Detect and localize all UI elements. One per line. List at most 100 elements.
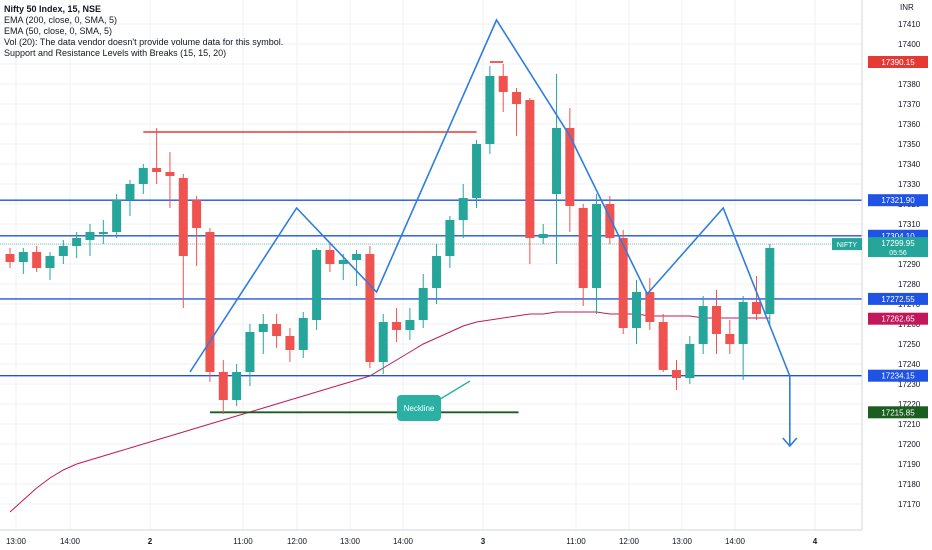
symbol-tag: NIFTY bbox=[837, 242, 858, 249]
level-price-tag: 17304.10 bbox=[881, 232, 915, 241]
time-tick-label: 2 bbox=[148, 537, 153, 546]
ema-price-tag-bg bbox=[868, 312, 928, 325]
candle-body bbox=[5, 254, 15, 262]
last-price-tag-bg bbox=[868, 237, 928, 258]
candle-body bbox=[165, 172, 175, 176]
candle-body bbox=[538, 234, 548, 238]
indicator-ema50[interactable]: EMA (50, close, 0, SMA, 5) bbox=[4, 26, 113, 36]
support-price-tag: 17215.85 bbox=[881, 408, 915, 417]
neckline-callout bbox=[397, 395, 441, 421]
time-tick-label: 3 bbox=[481, 537, 486, 546]
candle-body bbox=[725, 334, 735, 344]
price-tick-label: 17410 bbox=[898, 20, 921, 29]
price-tick-label: 17220 bbox=[898, 400, 921, 409]
price-tick-label: 17230 bbox=[898, 380, 921, 389]
candle-body bbox=[152, 168, 162, 172]
candles bbox=[5, 64, 775, 414]
price-tick-label: 17180 bbox=[898, 480, 921, 489]
price-tick-label: 17170 bbox=[898, 500, 921, 509]
resistance-price-tag-bg bbox=[868, 56, 928, 68]
level-price-tag-bg bbox=[868, 369, 928, 382]
candle-body bbox=[205, 232, 215, 372]
price-tick-label: 17290 bbox=[898, 260, 921, 269]
price-tick-label: 17340 bbox=[898, 160, 921, 169]
candle-body bbox=[418, 288, 428, 320]
time-tick-label: 13:00 bbox=[6, 537, 27, 546]
candle-body bbox=[125, 184, 135, 200]
candle-body bbox=[578, 208, 588, 288]
price-tick-label: 17210 bbox=[898, 420, 921, 429]
candle-body bbox=[592, 204, 602, 288]
candle-body bbox=[85, 232, 95, 240]
candle-body bbox=[378, 322, 388, 362]
candle-body bbox=[711, 306, 721, 334]
symbol-title[interactable]: Nifty 50 Index, 15, NSE bbox=[4, 4, 102, 14]
price-tick-label: 17190 bbox=[898, 460, 921, 469]
candle-body bbox=[325, 250, 335, 264]
candle-body bbox=[312, 250, 322, 320]
level-price-tag: 17234.15 bbox=[881, 372, 915, 381]
time-tick-label: 13:00 bbox=[340, 537, 361, 546]
indicator-ema200[interactable]: EMA (200, close, 0, SMA, 5) bbox=[4, 15, 118, 25]
candle-body bbox=[272, 324, 282, 336]
candle-body bbox=[512, 92, 522, 104]
time-tick-label: 14:00 bbox=[725, 537, 746, 546]
last-price-tag: 17299.95 bbox=[881, 239, 915, 248]
price-tick-label: 17370 bbox=[898, 100, 921, 109]
countdown-label: 05:56 bbox=[889, 250, 907, 257]
candle-body bbox=[218, 372, 228, 400]
price-tick-label: 17280 bbox=[898, 280, 921, 289]
price-tick-label: 17400 bbox=[898, 40, 921, 49]
time-tick-label: 4 bbox=[813, 537, 818, 546]
price-tick-label: 17200 bbox=[898, 440, 921, 449]
time-axis[interactable]: 13:00 14:00 2 11:00 12:00 13:00 14:00 3 11:00 12:… bbox=[0, 529, 862, 546]
pattern-path bbox=[189, 18, 791, 446]
currency-label: INR bbox=[900, 3, 914, 12]
candle-body bbox=[458, 198, 468, 220]
candle-body bbox=[751, 302, 761, 314]
ema-line bbox=[9, 311, 770, 513]
price-axis[interactable]: 17170 17180 17190 17200 17210 17220 17230 17240… bbox=[832, 0, 932, 550]
indicator-sr-levels[interactable]: Support and Resistance Levels with Break… bbox=[4, 48, 227, 58]
candle-body bbox=[338, 260, 348, 264]
candle-body bbox=[645, 292, 655, 322]
indicator-volume[interactable]: Vol (20): The data vendor doesn't provid… bbox=[4, 37, 284, 47]
level-price-tag: 17321.90 bbox=[881, 196, 915, 205]
price-axis-bg bbox=[862, 0, 932, 550]
callout-pointer bbox=[436, 380, 471, 402]
level-price-tag: 17272.55 bbox=[881, 295, 915, 304]
candle-body bbox=[618, 238, 628, 328]
neckline-label: Neckline bbox=[404, 404, 435, 413]
time-tick-label: 11:00 bbox=[233, 537, 253, 546]
ema-price-tag: 17262.65 bbox=[881, 315, 915, 324]
candle-body bbox=[552, 128, 562, 194]
time-tick-label: 12:00 bbox=[287, 537, 308, 546]
candle-body bbox=[405, 320, 415, 330]
price-tick-label: 17240 bbox=[898, 360, 921, 369]
candle-body bbox=[72, 238, 82, 246]
candle-body bbox=[285, 336, 295, 350]
candle-body bbox=[192, 200, 202, 228]
price-tick-label: 17360 bbox=[898, 120, 921, 129]
resistance-price-tag: 17390.15 bbox=[881, 58, 915, 67]
candle-body bbox=[245, 332, 255, 372]
chart-overlay: Neckline bbox=[397, 380, 471, 421]
chart-grid bbox=[0, 0, 862, 530]
candle-body bbox=[672, 370, 681, 378]
support-price-tag-bg bbox=[868, 406, 928, 419]
candle-body bbox=[392, 322, 402, 330]
price-tick-label: 17330 bbox=[898, 180, 921, 189]
candle-body bbox=[565, 128, 575, 206]
candle-body bbox=[658, 322, 668, 370]
candle-body bbox=[698, 306, 708, 344]
level-lines bbox=[0, 61, 862, 414]
time-tick-label: 11:00 bbox=[566, 537, 586, 546]
time-tick-label: 14:00 bbox=[393, 537, 414, 546]
candle-body bbox=[298, 318, 308, 350]
price-tick-label: 17380 bbox=[898, 80, 921, 89]
candle-body bbox=[232, 372, 242, 400]
candle-body bbox=[112, 200, 122, 232]
head-and-shoulders-pattern bbox=[189, 18, 798, 448]
candle-body bbox=[32, 252, 42, 268]
